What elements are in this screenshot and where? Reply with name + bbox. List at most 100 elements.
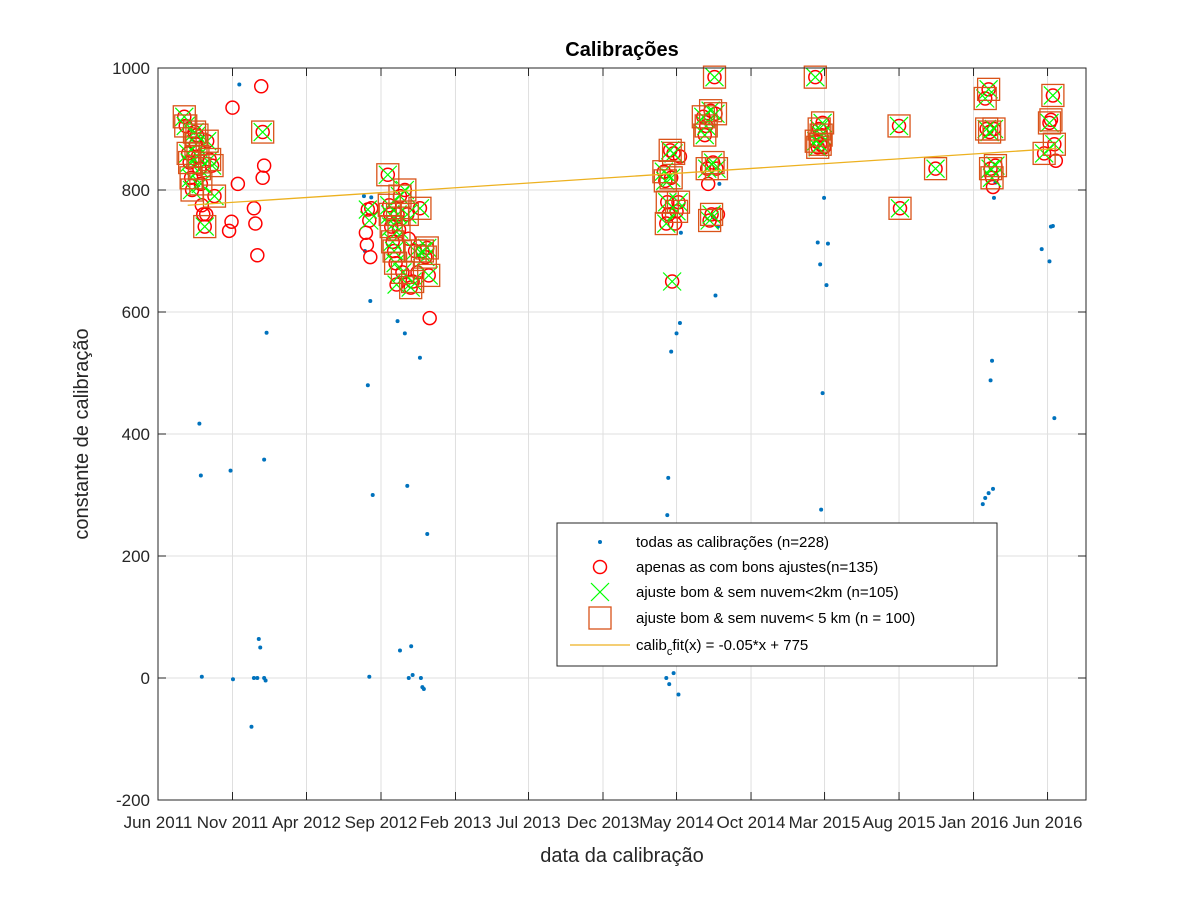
all-calibrations-point [1052, 416, 1057, 421]
good-fit-point [248, 216, 263, 231]
good-fit-point [672, 149, 688, 164]
x-marker-stroke [693, 107, 713, 127]
no-cloud-5km-point [388, 184, 412, 208]
no-cloud-2km-point [805, 67, 825, 87]
no-cloud-2km-point [180, 153, 200, 172]
x-tick-label: Mar 2015 [789, 813, 861, 832]
good-fit-point [198, 207, 214, 222]
all-calibrations-point [820, 391, 825, 396]
legend-marker-x [590, 582, 610, 602]
all-calibrations-point [1050, 223, 1055, 228]
all-calibrations-point [417, 355, 422, 360]
x-tick-label: Jul 2013 [496, 813, 560, 832]
all-calibrations-point [199, 674, 204, 679]
good-fit-point [405, 274, 420, 289]
no-cloud-5km-point [803, 65, 827, 89]
x-tick-label: Jun 2016 [1013, 813, 1083, 832]
x-marker-stroke [889, 116, 909, 136]
good-fit-point [253, 79, 269, 94]
x-marker-stroke [200, 150, 220, 169]
x-marker-stroke [415, 247, 435, 267]
no-cloud-5km-point [887, 114, 911, 138]
x-marker-stroke [381, 217, 401, 237]
x-marker-stroke [979, 79, 999, 99]
no-cloud-2km-point [926, 159, 945, 179]
no-cloud-5km-point [400, 269, 425, 294]
no-cloud-2km-point [188, 147, 208, 166]
all-calibrations-point [405, 483, 410, 488]
legend-label-main: calib [636, 637, 667, 654]
y-tick-label: 1000 [112, 59, 150, 78]
good-fit-point [1045, 88, 1061, 103]
x-marker-stroke [667, 201, 686, 221]
no-cloud-5km-point [395, 202, 419, 227]
x-marker-stroke [403, 272, 423, 291]
all-calibrations-point [983, 496, 988, 501]
x-marker-stroke [661, 168, 681, 188]
no-cloud-5km-point [664, 199, 689, 224]
x-tick-label: Jun 2011 [124, 813, 193, 832]
no-cloud-5km-point [408, 196, 432, 220]
no-cloud-5km-point [983, 153, 1008, 178]
x-marker-stroke [389, 220, 409, 240]
no-cloud-5km-point [187, 156, 212, 181]
good-fit-point [380, 167, 396, 182]
x-marker-stroke [1040, 113, 1059, 133]
no-cloud-2km-point [195, 217, 215, 237]
good-fit-point [664, 274, 680, 289]
no-cloud-2km-point [182, 180, 202, 200]
no-cloud-5km-point [399, 275, 423, 300]
no-cloud-5km-point [666, 190, 691, 214]
no-cloud-5km-point [251, 120, 275, 144]
no-cloud-2km-point [200, 150, 220, 169]
x-marker-stroke [654, 162, 674, 182]
no-cloud-2km-point [810, 134, 830, 154]
x-marker-stroke [890, 198, 910, 218]
good-fit-point [363, 249, 378, 265]
good-fit-point [202, 152, 217, 167]
x-marker-stroke [205, 186, 224, 206]
all-calibrations-point [361, 194, 366, 199]
x-marker-stroke [174, 107, 194, 127]
no-cloud-5km-point [390, 260, 415, 285]
all-calibrations-point [395, 319, 400, 324]
x-marker-stroke [178, 143, 198, 163]
no-cloud-5km-point [804, 129, 828, 153]
good-fit-point [230, 176, 246, 192]
all-calibrations-point [262, 457, 267, 462]
no-cloud-2km-point [205, 186, 224, 206]
good-fit-point [892, 201, 908, 216]
all-calibrations-point [409, 644, 414, 649]
x-marker-stroke [383, 232, 403, 252]
x-marker-stroke [392, 262, 412, 282]
good-fit-point [808, 69, 823, 85]
good-fit-point [663, 170, 679, 186]
all-calibrations-point [406, 676, 411, 680]
x-marker-stroke [202, 156, 222, 176]
x-marker-stroke [664, 143, 684, 163]
all-calibrations-point [1039, 247, 1044, 252]
x-marker-stroke [410, 198, 430, 218]
y-tick-label: 400 [122, 425, 150, 444]
no-cloud-5km-point [1042, 132, 1067, 156]
x-marker-stroke [700, 211, 720, 230]
all-calibrations-point [365, 383, 370, 388]
x-marker-stroke [656, 214, 676, 233]
good-fit-point [422, 310, 437, 326]
no-cloud-5km-point [976, 77, 1001, 101]
x-tick-label: Oct 2014 [717, 813, 786, 832]
x-marker-stroke [703, 153, 723, 172]
x-tick-label: Nov 2011 [197, 813, 269, 832]
no-cloud-2km-point [664, 143, 684, 163]
no-cloud-2km-point [809, 119, 829, 139]
all-calibrations-point [986, 491, 991, 496]
all-calibrations-point [818, 262, 823, 267]
all-calibrations-point [264, 330, 269, 335]
y-tick-label: 0 [141, 669, 150, 688]
x-marker-stroke [384, 241, 404, 261]
all-calibrations-point [425, 532, 430, 537]
all-calibrations-point [421, 686, 426, 691]
no-cloud-5km-point [977, 120, 1002, 144]
no-cloud-2km-point [415, 247, 435, 267]
x-tick-label: Aug 2015 [863, 813, 936, 832]
